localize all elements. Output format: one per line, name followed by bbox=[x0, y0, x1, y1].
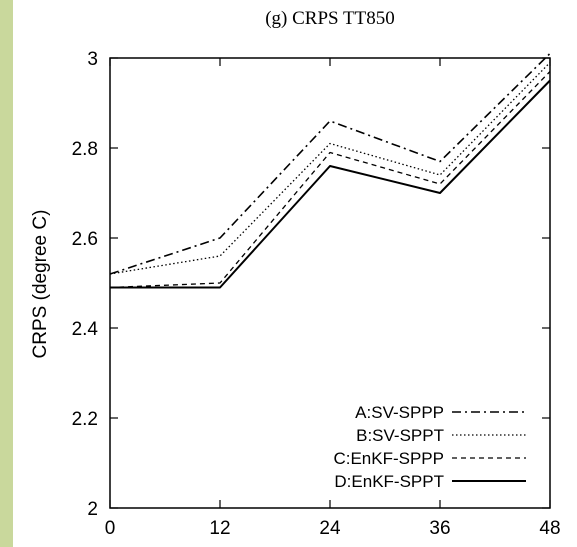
x-tick-label: 24 bbox=[319, 518, 341, 539]
left-decorative-strip bbox=[0, 0, 13, 547]
y-tick-label: 3 bbox=[87, 49, 98, 70]
y-tick-label: 2.8 bbox=[72, 139, 98, 160]
x-tick-label: 36 bbox=[429, 518, 450, 539]
plot-frame bbox=[109, 57, 551, 509]
chart-title: (g) CRPS TT850 bbox=[265, 8, 395, 29]
series-line-2 bbox=[109, 62, 551, 275]
x-tick-label: 0 bbox=[105, 518, 116, 539]
y-tick-label: 2.2 bbox=[72, 409, 98, 430]
y-tick-label: 2.4 bbox=[72, 319, 99, 340]
series-line-3 bbox=[109, 71, 551, 289]
series-line-1 bbox=[109, 52, 551, 275]
y-axis-label: CRPS (degree C) bbox=[30, 210, 51, 359]
y-tick-label: 2 bbox=[87, 499, 98, 520]
legend-label: B:SV-SPPT bbox=[356, 426, 444, 445]
x-tick-label: 48 bbox=[539, 518, 560, 539]
series-line-4 bbox=[110, 79, 551, 289]
y-tick-label: 2.6 bbox=[72, 229, 98, 250]
legend-label: D:EnKF-SPPT bbox=[334, 472, 444, 491]
x-tick-label: 12 bbox=[209, 518, 230, 539]
legend-label: C:EnKF-SPPP bbox=[333, 449, 444, 468]
legend-label: A:SV-SPPP bbox=[355, 403, 444, 422]
